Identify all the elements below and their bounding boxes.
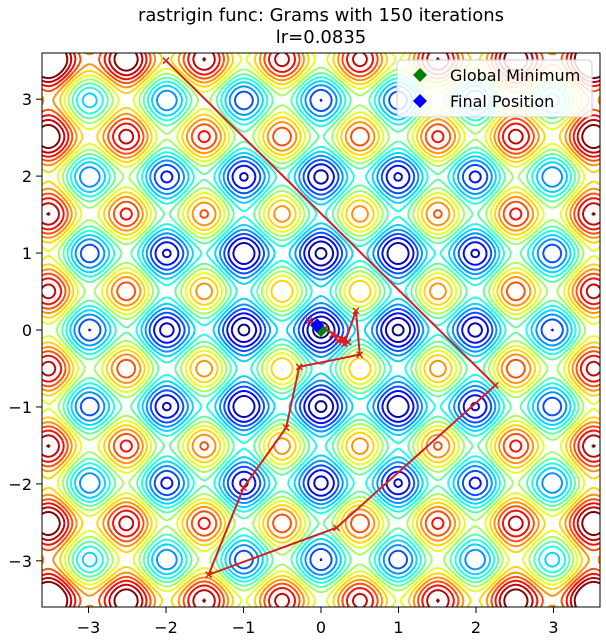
x-tick-label: −1 [232, 618, 256, 637]
path-point [205, 571, 213, 579]
legend-global-minimum-marker-icon [413, 68, 427, 82]
contour-level [78, 88, 564, 572]
contour-level [69, 80, 573, 580]
legend-global-minimum-label: Global Minimum [450, 66, 580, 85]
contour-level [237, 247, 405, 413]
path-point [491, 381, 499, 389]
legend-final-position-marker-icon [413, 94, 427, 108]
contour-level [55, 66, 587, 594]
legend: Global Minimum Final Position [396, 59, 593, 118]
contour-level [73, 84, 569, 576]
path-point [162, 57, 170, 65]
path-point [239, 484, 248, 492]
path-point [329, 331, 337, 339]
y-tick-label: 0 [22, 321, 32, 340]
x-tick-label: 1 [393, 618, 403, 637]
x-tick-label: −3 [77, 618, 101, 637]
x-tick-label: 2 [471, 618, 481, 637]
x-tick-label: 3 [548, 618, 558, 637]
chart-title: rastrigin func: Grams with 150 iteration… [138, 5, 504, 26]
plot-area [41, 52, 601, 608]
y-tick-label: −1 [8, 398, 32, 417]
y-tick-label: 3 [22, 90, 32, 109]
path-point [282, 424, 290, 432]
y-axis: −3 −2 −1 0 1 2 3 [8, 90, 42, 571]
legend-box [396, 59, 593, 118]
y-tick-label: −2 [8, 475, 32, 494]
x-tick-label: −2 [154, 618, 178, 637]
legend-final-position-label: Final Position [450, 92, 554, 111]
x-tick-label: 0 [316, 618, 326, 637]
final-position-marker [310, 318, 325, 333]
contour-level [159, 169, 483, 491]
y-tick-label: 1 [22, 244, 32, 263]
path-point [339, 335, 347, 343]
path-point [344, 338, 352, 346]
y-tick-label: 2 [22, 167, 32, 186]
path-point [295, 363, 303, 371]
contour-level [61, 72, 581, 588]
marker-layer [310, 318, 328, 337]
path-point [305, 317, 313, 325]
path-point [352, 307, 360, 315]
contour-level [42, 53, 600, 607]
x-axis: −3 −2 −1 0 1 2 3 [77, 607, 559, 637]
path-point [334, 337, 342, 345]
y-tick-label: −3 [8, 552, 32, 571]
contour-level [65, 76, 577, 584]
chart-subtitle: lr=0.0835 [276, 27, 366, 48]
path-point [356, 351, 364, 359]
path-point [332, 524, 341, 532]
contour-level [88, 98, 554, 562]
